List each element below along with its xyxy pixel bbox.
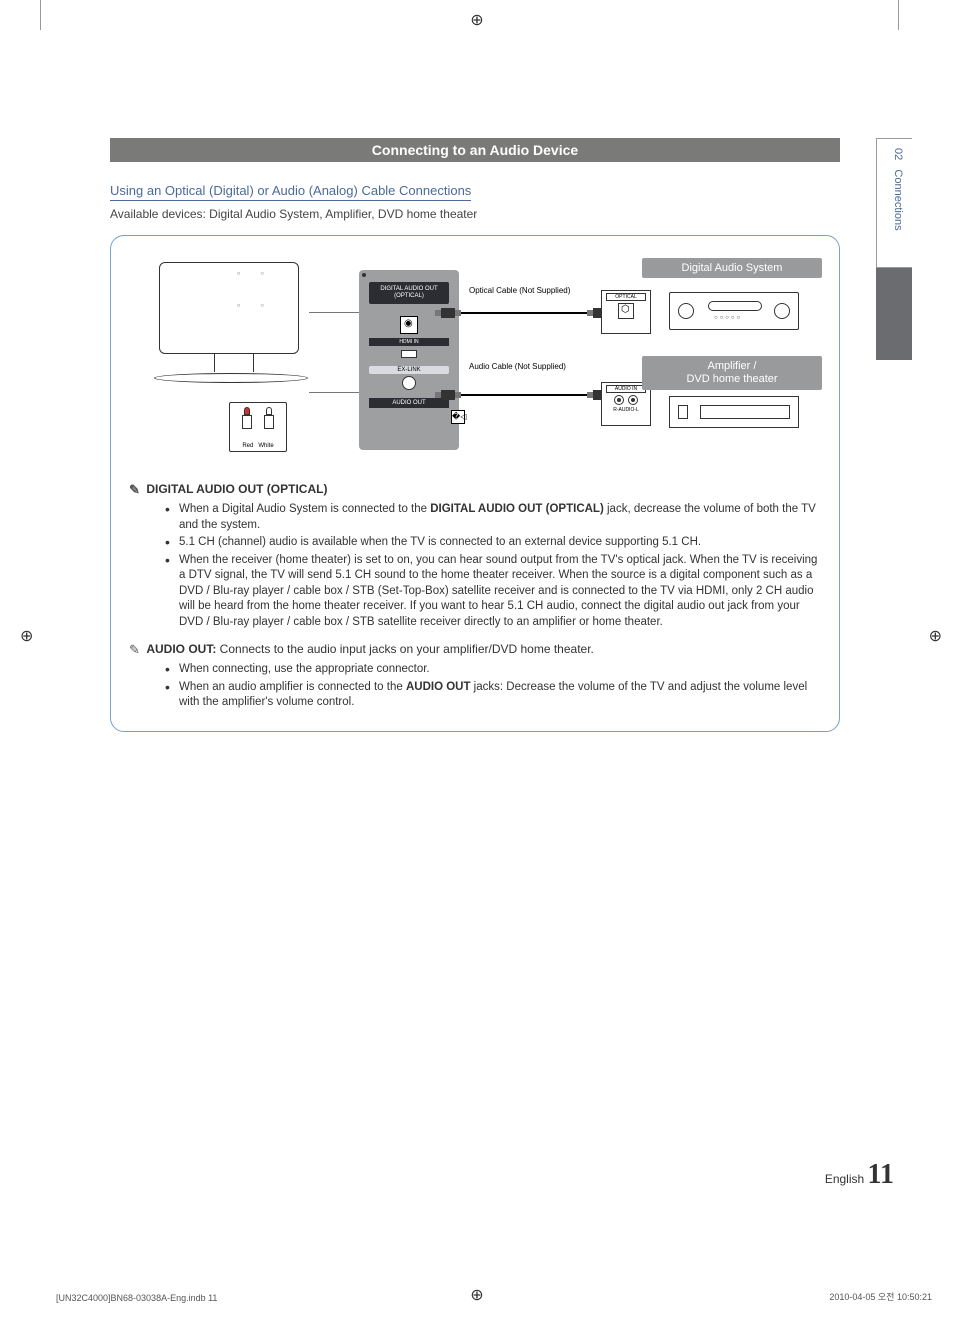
note-heading-optical: ✎ DIGITAL AUDIO OUT (OPTICAL) xyxy=(129,482,821,498)
note-heading-audioout-rest: Connects to the audio input jacks on you… xyxy=(216,642,594,656)
exlink-port-icon xyxy=(402,376,416,390)
registration-mark-icon: ⊕ xyxy=(470,10,483,30)
available-devices-text: Available devices: Digital Audio System,… xyxy=(110,207,840,221)
amplifier-illustration xyxy=(669,396,799,428)
subsection-heading: Using an Optical (Digital) or Audio (Ana… xyxy=(110,183,471,201)
print-footer-left: [UN32C4000]BN68-03038A-Eng.indb 11 xyxy=(56,1293,217,1303)
page-number: English 11 xyxy=(825,1159,894,1191)
page-lang: English xyxy=(825,1172,864,1186)
audio-cable-label: Audio Cable (Not Supplied) xyxy=(469,362,566,371)
exlink-port-label: EX-LINK xyxy=(369,366,449,374)
note-icon: ✎ xyxy=(129,642,143,658)
audio-out-port-icon: �◁ xyxy=(451,410,465,424)
knob-icon xyxy=(678,303,694,319)
cable-plug-icon xyxy=(441,308,455,318)
digital-audio-system-label: Digital Audio System xyxy=(642,258,822,278)
chapter-number: 02 xyxy=(892,148,904,160)
knob-icon xyxy=(774,303,790,319)
page-number-value: 11 xyxy=(868,1159,894,1190)
hdmi-port-icon xyxy=(401,350,417,358)
amplifier-label: Amplifier / DVD home theater xyxy=(642,356,822,390)
note-bullet: When the receiver (home theater) is set … xyxy=(169,553,821,631)
rca-red-label: Red xyxy=(242,443,253,449)
buttons-icon: ○○○○○ xyxy=(714,315,742,321)
digital-audio-system-illustration: ○○○○○ xyxy=(669,292,799,330)
rca-white-plug-icon xyxy=(264,407,274,433)
audio-jack-icon xyxy=(614,395,624,405)
audio-in-sub-label: R-AUDIO-L xyxy=(602,407,650,413)
amplifier-label-line1: Amplifier / xyxy=(708,360,757,372)
section-title-bar: Connecting to an Audio Device xyxy=(110,138,840,162)
note-bullets-audioout: When connecting, use the appropriate con… xyxy=(169,662,821,711)
note-heading-optical-text: DIGITAL AUDIO OUT (OPTICAL) xyxy=(146,482,327,496)
optical-cable-label: Optical Cable (Not Supplied) xyxy=(469,286,570,295)
amplifier-label-line2: DVD home theater xyxy=(686,373,777,385)
cable-plug-icon xyxy=(441,390,455,400)
optical-port-icon xyxy=(400,316,418,334)
note-bullet: When a Digital Audio System is connected… xyxy=(169,502,821,533)
tv-front-illustration: ○○ ○○ xyxy=(159,262,309,382)
display-icon xyxy=(700,405,790,419)
registration-mark-icon: ⊕ xyxy=(470,1285,483,1305)
tv-screw-icon: ○○ xyxy=(237,271,284,277)
connection-diagram: ○○ ○○ DIGITAL AUDIO OUT (OPTICAL) HDMI I… xyxy=(129,262,821,462)
audio-jack-icon xyxy=(628,395,638,405)
tv-back-panel-illustration: DIGITAL AUDIO OUT (OPTICAL) HDMI IN EX-L… xyxy=(359,270,459,450)
audio-out-port-label: AUDIO OUT xyxy=(369,398,449,408)
display-icon xyxy=(708,301,762,311)
note-heading-audioout-bold: AUDIO OUT: xyxy=(146,642,216,656)
chapter-side-bar xyxy=(876,268,912,360)
optical-jack-label: OPTICAL xyxy=(606,293,646,301)
optical-jack-icon xyxy=(618,303,634,319)
tv-screw-icon: ○○ xyxy=(237,303,284,309)
registration-mark-icon: ⊕ xyxy=(929,626,942,646)
note-bullet: When an audio amplifier is connected to … xyxy=(169,680,821,711)
rca-plugs-inset: Red White xyxy=(229,402,287,452)
callout-line xyxy=(309,392,359,393)
note-bullets-optical: When a Digital Audio System is connected… xyxy=(169,502,821,630)
hdmi-port-label: HDMI IN xyxy=(369,338,449,346)
note-bullet: When connecting, use the appropriate con… xyxy=(169,662,821,678)
crop-mark xyxy=(40,0,41,30)
crop-mark xyxy=(898,0,899,30)
chapter-side-label: 02 Connections xyxy=(892,148,904,231)
callout-line xyxy=(309,312,359,313)
print-footer-right: 2010-04-05 오전 10:50:21 xyxy=(829,1290,932,1303)
receiver-optical-jack: OPTICAL xyxy=(601,290,651,334)
note-bullet: 5.1 CH (channel) audio is available when… xyxy=(169,535,821,551)
page-content: Connecting to an Audio Device Using an O… xyxy=(110,138,840,732)
rca-white-label: White xyxy=(258,443,273,449)
note-icon: ✎ xyxy=(129,482,143,498)
registration-mark-icon: ⊕ xyxy=(20,626,33,646)
slot-icon xyxy=(678,405,688,419)
optical-out-port-label: DIGITAL AUDIO OUT (OPTICAL) xyxy=(369,282,449,304)
audio-cable-illustration xyxy=(459,394,589,396)
chapter-name: Connections xyxy=(892,169,904,230)
note-heading-audioout: ✎ AUDIO OUT: Connects to the audio input… xyxy=(129,642,821,658)
connection-diagram-box: ○○ ○○ DIGITAL AUDIO OUT (OPTICAL) HDMI I… xyxy=(110,235,840,732)
optical-cable-illustration xyxy=(459,312,589,314)
audio-in-jack-label: AUDIO IN xyxy=(606,385,646,393)
rca-red-plug-icon xyxy=(242,407,252,433)
